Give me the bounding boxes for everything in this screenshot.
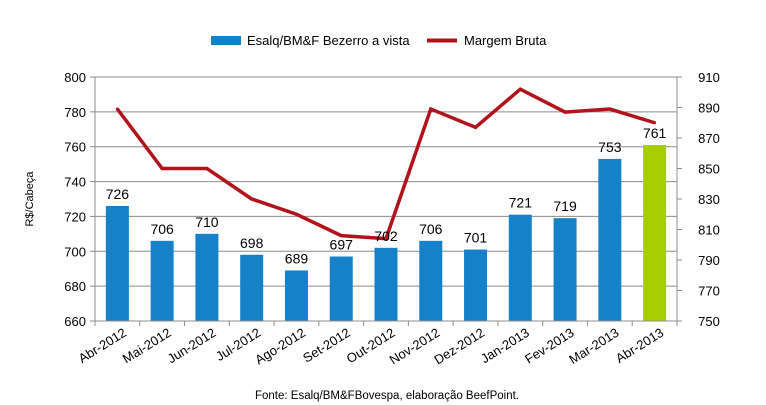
x-axis-category-label: Ago-2012 [252,325,308,368]
bar [150,240,174,321]
line-point [160,167,164,170]
bar [464,249,488,321]
bar [553,218,577,321]
bar-data-label: 721 [509,195,533,211]
bar-data-label: 706 [150,221,174,237]
bar-data-label: 697 [330,237,354,253]
bar-data-label: 761 [643,125,667,141]
x-axis-category-label: Abr-2013 [613,325,666,366]
line-point [339,234,343,238]
bar [329,256,353,321]
bar [598,158,622,321]
right-axis-tick-label: 810 [698,223,720,238]
right-axis-tick-label: 770 [698,284,720,299]
legend-swatch-bar [211,36,241,45]
left-axis-tick-label: 780 [64,105,86,120]
x-axis-category-label: Mar-2013 [566,325,621,367]
bar-series [105,144,667,321]
bar [643,144,667,321]
bar-data-label: 689 [285,250,309,266]
x-axis-category-label: Set-2012 [300,325,353,366]
bar-data-label: 701 [464,230,488,246]
line-point [294,212,298,216]
right-axis-tick-label: 830 [698,192,720,207]
line-point [653,121,657,125]
right-axis-tick-label: 910 [698,70,720,85]
left-axis-tick-label: 760 [64,140,86,155]
line-series [115,87,657,241]
right-axis-tick-label: 850 [698,162,720,177]
left-axis-tick-label: 680 [64,279,86,294]
line-point [250,197,254,201]
left-axis-tick-label: 720 [64,209,86,224]
bar [508,214,532,321]
bar-data-label: 702 [374,228,398,244]
line-point [205,167,209,170]
bar [419,240,443,321]
line-point [563,110,567,114]
right-axis-tick-label: 790 [698,253,720,268]
left-axis-tick-label: 700 [64,244,86,259]
x-axis-category-label: Nov-2012 [387,325,443,368]
line-point [518,87,522,91]
x-axis-category-label: Jan-2013 [478,325,532,366]
data-labels: 726 706 710 698 689 697 702 706 701 721 719 753 761 [106,125,667,266]
bar [105,205,129,321]
left-axis-tick-label: 660 [64,314,86,329]
line-point [608,107,612,111]
right-axis-tick-label: 870 [698,131,720,146]
bar [195,233,219,321]
left-axis-tick-label: 800 [64,70,86,85]
bar [240,254,264,321]
bar-data-label: 726 [106,186,130,202]
x-axis-category-label: Abr-2012 [76,325,129,366]
source-note: Fonte: Esalq/BM&FBovespa, elaboração Bee… [255,390,519,402]
x-axis-category-label: Dez-2012 [431,325,487,368]
legend-label-line: Margem Bruta [464,33,547,48]
legend-swatch-line [427,38,457,43]
line-point [429,107,433,111]
legend: Esalq/BM&F Bezerro a vista Margem Bruta [211,33,547,48]
bar-data-label: 706 [419,221,443,237]
bar-data-label: 710 [195,214,219,230]
bar-data-label: 719 [553,198,577,214]
bar [374,247,398,321]
legend-label-bar: Esalq/BM&F Bezerro a vista [247,33,410,48]
y-axis-title: R$/Cabeça [24,171,36,227]
bar-data-label: 698 [240,235,264,251]
left-axis-tick-label: 740 [64,175,86,190]
x-axis-category-label: Mai-2012 [120,325,174,366]
right-axis-tick-label: 750 [698,314,720,329]
right-axis-tick-label: 890 [698,101,720,116]
line-point [115,107,119,111]
line-point [474,125,478,129]
bar-data-label: 753 [598,139,622,155]
line-point [384,237,388,241]
x-axis-category-label: Jun-2012 [165,325,219,366]
x-axis-category-label: Fev-2013 [522,325,577,367]
bar [284,270,308,321]
